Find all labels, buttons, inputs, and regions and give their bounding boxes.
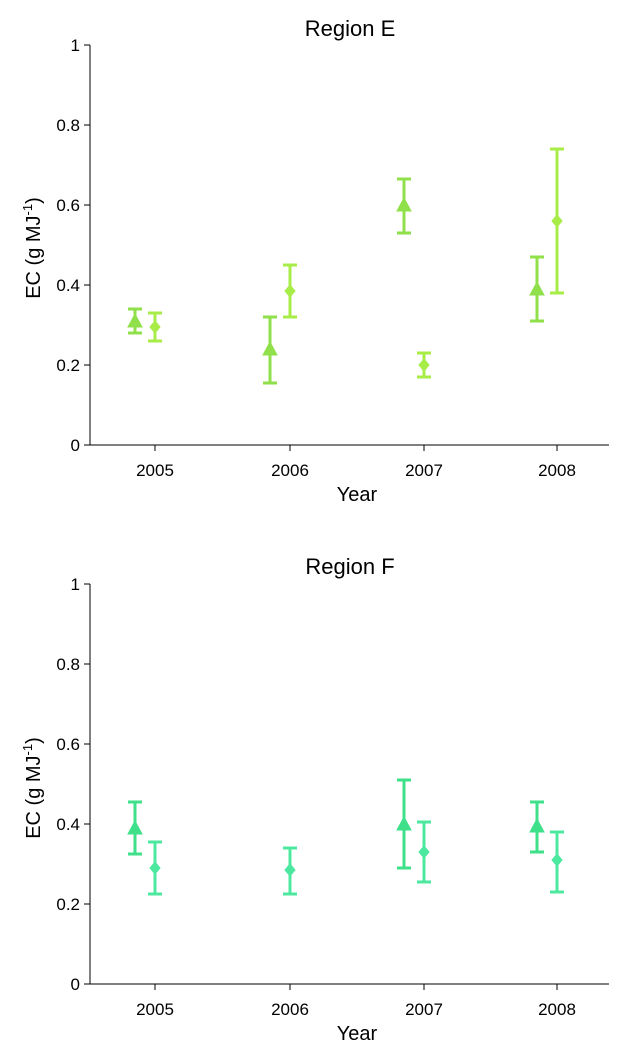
x-tick-label: 2008 [538, 461, 576, 480]
triangle-point [127, 819, 143, 835]
triangle-point [529, 280, 545, 296]
chart-panel-region-e: Region E 0 0.2 0.4 0.6 0.8 1 2005 2006 2007 2008… [20, 16, 609, 506]
y-tick-label: 0.8 [56, 116, 80, 135]
x-axis-label: Year [337, 484, 378, 506]
y-ticks: 0 0.2 0.4 0.6 0.8 1 [56, 36, 90, 455]
x-tick-label: 2006 [271, 461, 309, 480]
x-axis-label: Year [337, 1023, 378, 1045]
y-axis-label-superscript: -1 [20, 204, 35, 216]
diamond-point [149, 320, 161, 334]
y-ticks: 0 0.2 0.4 0.6 0.8 1 [56, 575, 90, 994]
x-tick-label: 2005 [136, 461, 174, 480]
x-ticks: 2005 2006 2007 2008 [136, 984, 576, 1019]
y-tick-label: 0 [71, 975, 80, 994]
triangle-point [127, 312, 143, 328]
y-tick-label: 1 [71, 36, 80, 55]
diamond-point [418, 358, 430, 372]
y-axis-label-suffix: ) [23, 737, 45, 744]
plot-marks [127, 147, 564, 385]
triangle-point [396, 815, 412, 831]
y-tick-label: 0.6 [56, 735, 80, 754]
plot-marks [127, 778, 564, 896]
y-tick-label: 1 [71, 575, 80, 594]
y-tick-label: 0.8 [56, 655, 80, 674]
x-tick-label: 2007 [405, 461, 443, 480]
diamond-point [551, 214, 563, 228]
chart-panel-region-f: Region F 0 0.2 0.4 0.6 0.8 1 2005 2006 2007 2008… [20, 554, 609, 1045]
y-axis-label-main: EC (g MJ [23, 755, 45, 838]
y-axis-label: EC (g MJ-1) [20, 197, 45, 299]
x-tick-label: 2007 [405, 1000, 443, 1019]
diamond-point [284, 284, 296, 298]
y-axis-label-superscript: -1 [20, 744, 35, 756]
diamond-point [284, 863, 296, 877]
chart-title: Region F [305, 554, 394, 579]
diamond-point [551, 853, 563, 867]
x-ticks: 2005 2006 2007 2008 [136, 445, 576, 480]
chart-title: Region E [305, 16, 396, 41]
x-tick-label: 2008 [538, 1000, 576, 1019]
y-tick-label: 0 [71, 436, 80, 455]
y-axis-label-suffix: ) [23, 197, 45, 204]
y-tick-label: 0.4 [56, 276, 80, 295]
y-tick-label: 0.2 [56, 356, 80, 375]
x-tick-label: 2006 [271, 1000, 309, 1019]
y-axis-label: EC (g MJ-1) [20, 737, 45, 839]
triangle-point [262, 340, 278, 356]
y-tick-label: 0.4 [56, 815, 80, 834]
y-tick-label: 0.6 [56, 196, 80, 215]
y-tick-label: 0.2 [56, 895, 80, 914]
triangle-point [396, 196, 412, 212]
triangle-point [529, 817, 545, 833]
diamond-point [149, 861, 161, 875]
x-tick-label: 2005 [136, 1000, 174, 1019]
diamond-point [418, 845, 430, 859]
y-axis-label-main: EC (g MJ [23, 215, 45, 298]
